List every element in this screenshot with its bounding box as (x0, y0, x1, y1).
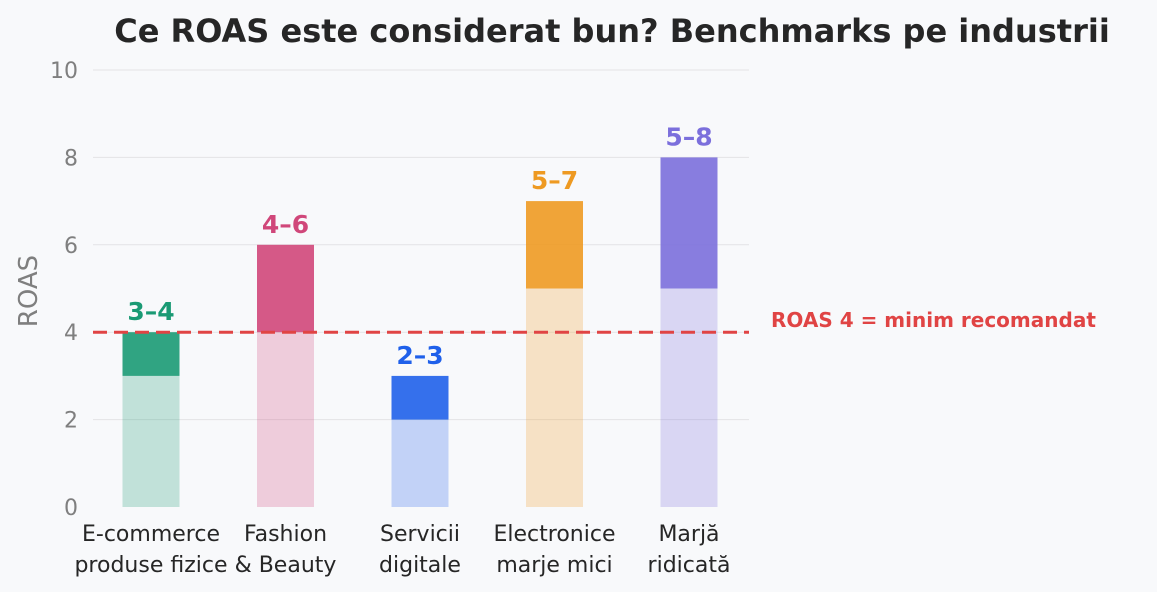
bars (122, 157, 718, 507)
x-axis: E-commerce produse fizice Fashion & Beauty S… (74, 522, 730, 578)
bar-value-label: 3–4 (127, 297, 174, 326)
y-tick-label: 0 (64, 496, 78, 521)
bar-labels: 3–4 4–6 2–3 5–7 5–8 (127, 122, 712, 370)
bar-value-label: 2–3 (396, 341, 443, 370)
y-axis: 0 2 4 6 8 10 (50, 59, 78, 521)
y-axis-label: ROAS (14, 255, 44, 327)
y-tick-label: 2 (64, 409, 78, 434)
reference-line-label: ROAS 4 = minim recomandat (771, 308, 1096, 332)
x-tick-label: Electronice (494, 522, 616, 547)
y-tick-label: 8 (64, 146, 78, 171)
x-tick-label: Marjă (658, 522, 719, 547)
chart-title: Ce ROAS este considerat bun? Benchmarks … (114, 12, 1110, 50)
x-tick-label: Fashion (244, 522, 327, 547)
y-tick-label: 10 (50, 59, 78, 84)
y-tick-label: 6 (64, 234, 78, 259)
bar-base (526, 288, 583, 507)
x-tick-label: marje mici (496, 553, 612, 578)
bar-value-label: 5–8 (665, 122, 712, 151)
reference-line-group: ROAS 4 = minim recomandat (93, 308, 1096, 334)
bar-range (257, 244, 314, 333)
x-tick-label: E-commerce (82, 522, 220, 547)
bar-base (660, 288, 718, 507)
bar-range (660, 157, 718, 289)
x-tick-label: digitale (379, 553, 461, 578)
bar-base (391, 419, 449, 507)
bar-value-label: 4–6 (262, 210, 309, 239)
y-tick-label: 4 (64, 321, 78, 346)
bar-range (122, 332, 180, 376)
x-tick-label: Servicii (380, 522, 460, 547)
bar-value-label: 5–7 (531, 166, 578, 195)
x-tick-label: ridicată (648, 553, 731, 578)
bar-range (391, 375, 449, 420)
bar-base (257, 332, 314, 507)
bar-base (122, 375, 180, 507)
x-tick-label: produse fizice (74, 553, 227, 578)
bar-range (526, 201, 583, 289)
x-tick-label: & Beauty (235, 553, 337, 578)
